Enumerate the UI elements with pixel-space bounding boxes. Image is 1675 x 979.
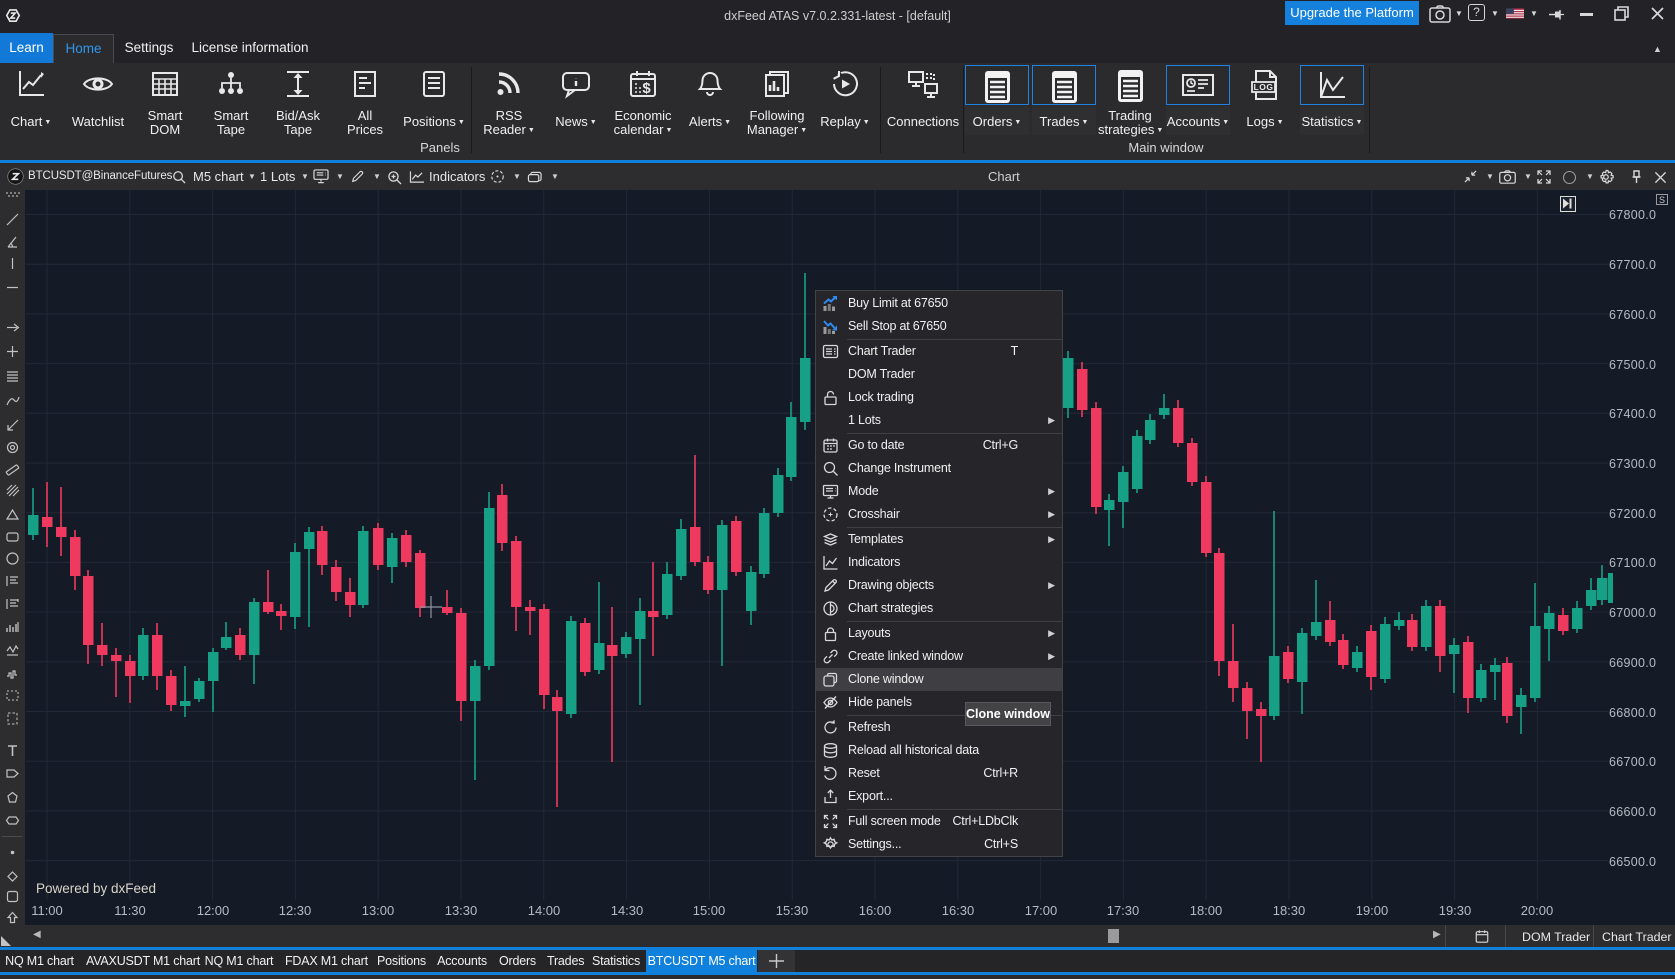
- svg-text:$: $: [642, 80, 651, 97]
- svg-text:LOG: LOG: [1254, 82, 1274, 92]
